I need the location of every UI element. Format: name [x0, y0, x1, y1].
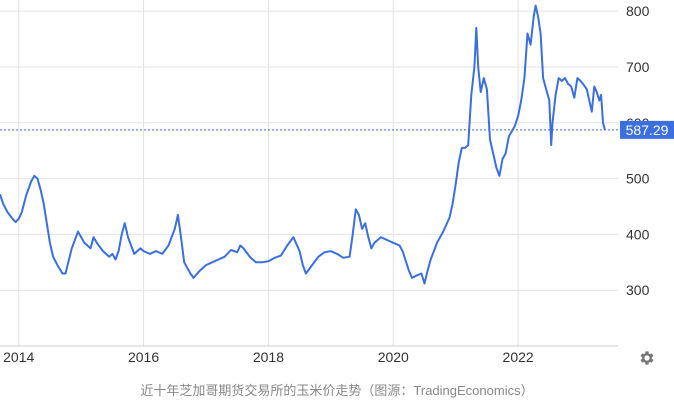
- x-tick-label: 2018: [253, 349, 284, 365]
- y-tick-label: 300: [626, 282, 650, 298]
- settings-button[interactable]: [638, 349, 656, 367]
- last-value-badge: [620, 120, 674, 139]
- y-tick-label: 400: [626, 226, 650, 242]
- x-tick-label: 2014: [3, 349, 34, 365]
- label-layer: 587.29: [0, 120, 674, 139]
- y-tick-label: 500: [626, 171, 650, 187]
- last-value-label: 587.29: [626, 122, 669, 138]
- x-tick-label: 2020: [378, 349, 409, 365]
- x-tick-label: 2016: [128, 349, 159, 365]
- chart-caption: 近十年芝加哥期货交易所的玉米价走势（图源：TradingEconomics）: [140, 383, 534, 398]
- x-tick-label: 2022: [503, 349, 534, 365]
- series-layer: [0, 4, 606, 285]
- grid-layer: [0, 0, 618, 346]
- price-line: [0, 4, 606, 285]
- price-chart: 30040050060070080020142016201820202022 5…: [0, 0, 674, 365]
- gear-icon: [640, 351, 654, 365]
- y-tick-label: 700: [626, 59, 650, 75]
- axis-layer: 30040050060070080020142016201820202022: [0, 3, 650, 365]
- y-tick-label: 800: [626, 3, 650, 19]
- chart-area: 30040050060070080020142016201820202022 5…: [0, 0, 674, 365]
